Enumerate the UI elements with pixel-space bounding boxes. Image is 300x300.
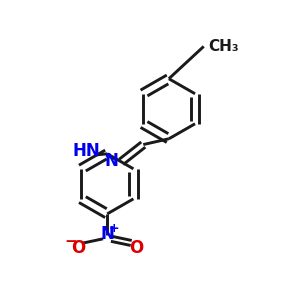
Text: −: − [65, 234, 78, 249]
Text: +: + [108, 222, 119, 235]
Text: HN: HN [73, 142, 100, 160]
Text: O: O [129, 239, 143, 257]
Text: CH₃: CH₃ [208, 39, 239, 54]
Text: O: O [71, 239, 85, 257]
Text: N: N [100, 224, 114, 242]
Text: N: N [104, 152, 118, 170]
